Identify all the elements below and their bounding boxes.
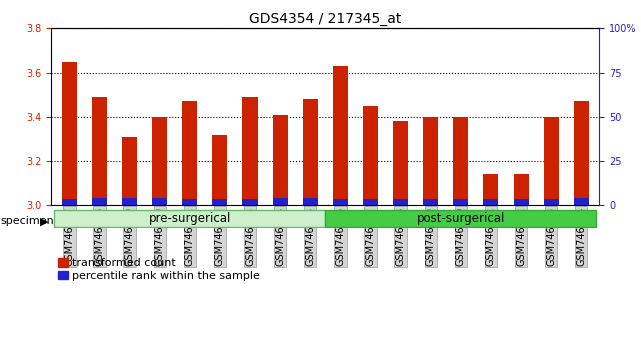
Text: post-surgerical: post-surgerical [417,212,505,225]
Bar [92,198,107,205]
Bar [574,101,589,205]
Bar [393,199,408,205]
Bar [122,198,137,205]
Bar [423,117,438,205]
Bar [544,199,559,205]
Bar [152,198,167,205]
Bar [212,135,228,205]
Bar [363,106,378,205]
Bar [242,97,258,205]
Bar [453,199,469,205]
Bar [182,101,197,205]
Text: ▶: ▶ [40,216,48,226]
Bar [122,137,137,205]
Bar [303,198,318,205]
Bar [333,199,348,205]
Bar [62,62,77,205]
Bar [574,198,589,205]
Legend: transformed count, percentile rank within the sample: transformed count, percentile rank withi… [57,257,262,282]
Bar [333,66,348,205]
Bar [513,199,529,205]
Bar [423,199,438,205]
Bar [303,99,318,205]
Bar [212,199,228,205]
Text: specimen: specimen [1,216,54,226]
Bar [513,175,529,205]
Bar [182,199,197,205]
Bar [242,199,258,205]
Bar [453,117,469,205]
Bar [272,115,288,205]
Title: GDS4354 / 217345_at: GDS4354 / 217345_at [249,12,401,26]
Bar [152,117,167,205]
Bar [325,210,596,227]
Bar [272,198,288,205]
Bar [483,199,499,205]
Bar [393,121,408,205]
Bar [363,199,378,205]
Bar [544,117,559,205]
Bar [54,210,325,227]
Text: pre-surgerical: pre-surgerical [149,212,231,225]
Bar [483,175,499,205]
Bar [62,199,77,205]
Bar [92,97,107,205]
